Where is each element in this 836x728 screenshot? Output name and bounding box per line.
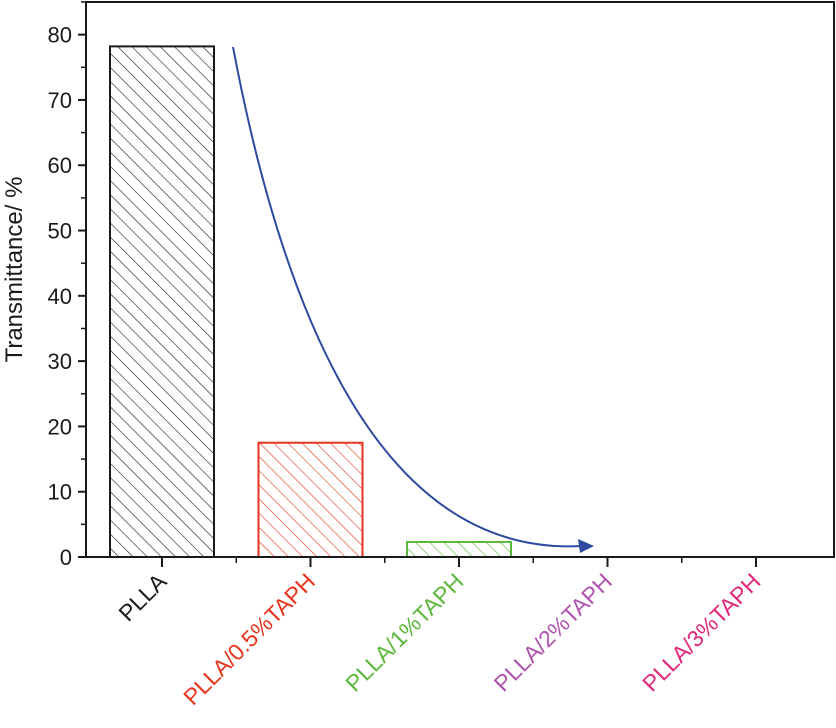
trend-arrow-head: [578, 539, 594, 553]
x-axis: PLLA PLLA/0.5%TAPH PLLA/1%TAPH PLLA/2%TAPH P…: [113, 557, 766, 710]
y-tick-label-70: 70: [48, 88, 72, 113]
trend-arrow-line: [232, 46, 583, 548]
trend-arrow-layer: [232, 46, 594, 553]
y-tick-label-30: 30: [48, 349, 72, 374]
y-tick-label-80: 80: [48, 23, 72, 48]
x-category-label: PLLA: [113, 568, 172, 627]
x-category-label: PLLA/3%TAPH: [637, 568, 765, 696]
y-tick-label-40: 40: [48, 284, 72, 309]
x-category-label: PLLA/2%TAPH: [489, 568, 617, 696]
y-tick-label-10: 10: [48, 480, 72, 505]
bar-2: [406, 540, 512, 559]
y-tick-label-0: 0: [60, 545, 72, 570]
y-tick-label-50: 50: [48, 219, 72, 244]
bar-1: [257, 441, 364, 558]
x-category-label: PLLA/0.5%TAPH: [178, 568, 320, 710]
y-tick-label-60: 60: [48, 153, 72, 178]
bar-0: [109, 45, 215, 559]
x-category-label: PLLA/1%TAPH: [340, 568, 468, 696]
bars-layer: [109, 45, 512, 559]
y-axis-title: Transmittance/ %: [1, 177, 28, 363]
y-tick-label-20: 20: [48, 414, 72, 439]
y-axis: 0 10 20 30 40 50 60 70 80: [48, 1, 86, 570]
